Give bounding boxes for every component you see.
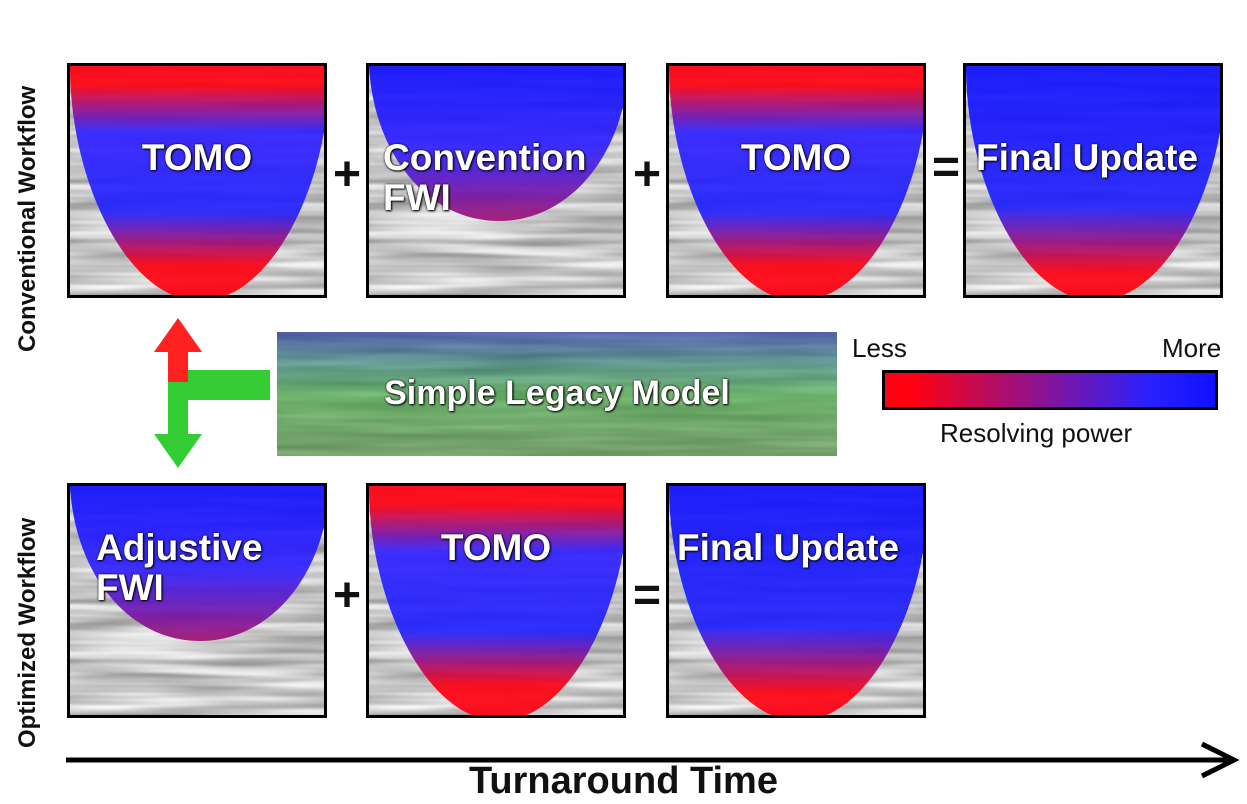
- conv-panel-fwi: Convention FWI: [366, 63, 626, 298]
- opt-panel-tomo: TOMO: [366, 483, 626, 718]
- legend-less-label: Less: [852, 333, 907, 363]
- time-axis-arrow: [66, 741, 1240, 779]
- conv-panel-tomo-1-label: TOMO: [141, 137, 253, 178]
- opt-plus: +: [332, 569, 362, 622]
- conventional-workflow-label: Conventional Workflow: [14, 85, 41, 352]
- resolving-power-colorbar: [882, 370, 1218, 410]
- conv-panel-final: Final Update: [963, 63, 1223, 298]
- conv-panel-final-label: Final Update: [976, 137, 1199, 178]
- conv-equals: =: [931, 141, 961, 194]
- down-arrow-icon: [154, 370, 270, 468]
- optimized-workflow-label: Optimized Workflow: [14, 517, 41, 748]
- conv-plus-1: +: [332, 148, 362, 201]
- conv-panel-fwi-label-1: Convention: [383, 137, 587, 178]
- legend-more-label: More: [1162, 333, 1222, 363]
- conv-panel-tomo-2-label: TOMO: [740, 137, 852, 178]
- opt-panel-final-label: Final Update: [677, 527, 900, 568]
- opt-panel-tomo-label: TOMO: [440, 527, 552, 568]
- conv-plus-2: +: [632, 148, 662, 201]
- opt-panel-fwi-label-2: FWI: [96, 567, 164, 608]
- turnaround-time-label: Turnaround Time: [469, 760, 778, 802]
- legend-title: Resolving power: [940, 418, 1133, 448]
- legacy-model-label: Simple Legacy Model: [384, 374, 730, 412]
- up-arrow-icon: [154, 318, 202, 382]
- conv-panel-tomo-1: TOMO: [67, 63, 327, 298]
- opt-panel-fwi: Adjustive FWI: [67, 483, 327, 718]
- workflow-arrows: [154, 318, 270, 468]
- legacy-model-panel: Simple Legacy Model: [277, 332, 837, 456]
- opt-panel-fwi-label-1: Adjustive: [96, 527, 263, 568]
- conv-panel-tomo-2: TOMO: [666, 63, 926, 298]
- opt-panel-final: Final Update: [666, 483, 926, 718]
- opt-equals: =: [632, 569, 662, 622]
- conv-panel-fwi-label-2: FWI: [383, 177, 451, 218]
